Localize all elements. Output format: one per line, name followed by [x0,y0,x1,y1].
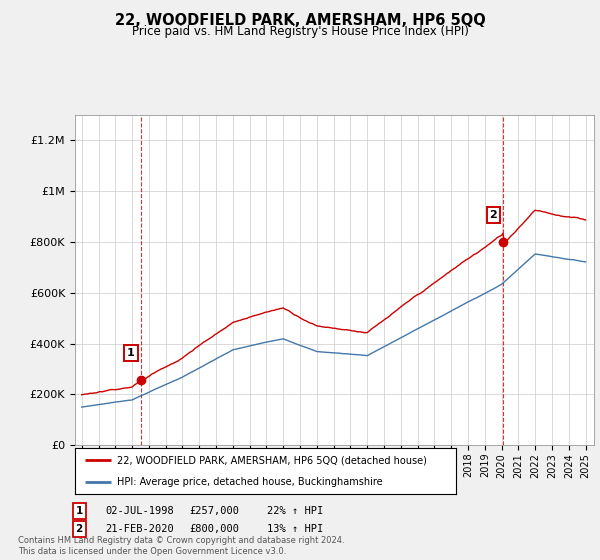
Text: Contains HM Land Registry data © Crown copyright and database right 2024.
This d: Contains HM Land Registry data © Crown c… [18,536,344,556]
Text: 1: 1 [76,506,83,516]
Text: £800,000: £800,000 [189,524,239,534]
Text: HPI: Average price, detached house, Buckinghamshire: HPI: Average price, detached house, Buck… [117,477,383,487]
Text: 13% ↑ HPI: 13% ↑ HPI [267,524,323,534]
Text: 21-FEB-2020: 21-FEB-2020 [105,524,174,534]
Text: Price paid vs. HM Land Registry's House Price Index (HPI): Price paid vs. HM Land Registry's House … [131,25,469,38]
Text: 2: 2 [490,210,497,220]
Text: 02-JUL-1998: 02-JUL-1998 [105,506,174,516]
Text: 2: 2 [76,524,83,534]
Text: £257,000: £257,000 [189,506,239,516]
Text: 22, WOODFIELD PARK, AMERSHAM, HP6 5QQ: 22, WOODFIELD PARK, AMERSHAM, HP6 5QQ [115,13,485,29]
Text: 22% ↑ HPI: 22% ↑ HPI [267,506,323,516]
Text: 1: 1 [127,348,135,358]
Text: 22, WOODFIELD PARK, AMERSHAM, HP6 5QQ (detached house): 22, WOODFIELD PARK, AMERSHAM, HP6 5QQ (d… [117,455,427,465]
